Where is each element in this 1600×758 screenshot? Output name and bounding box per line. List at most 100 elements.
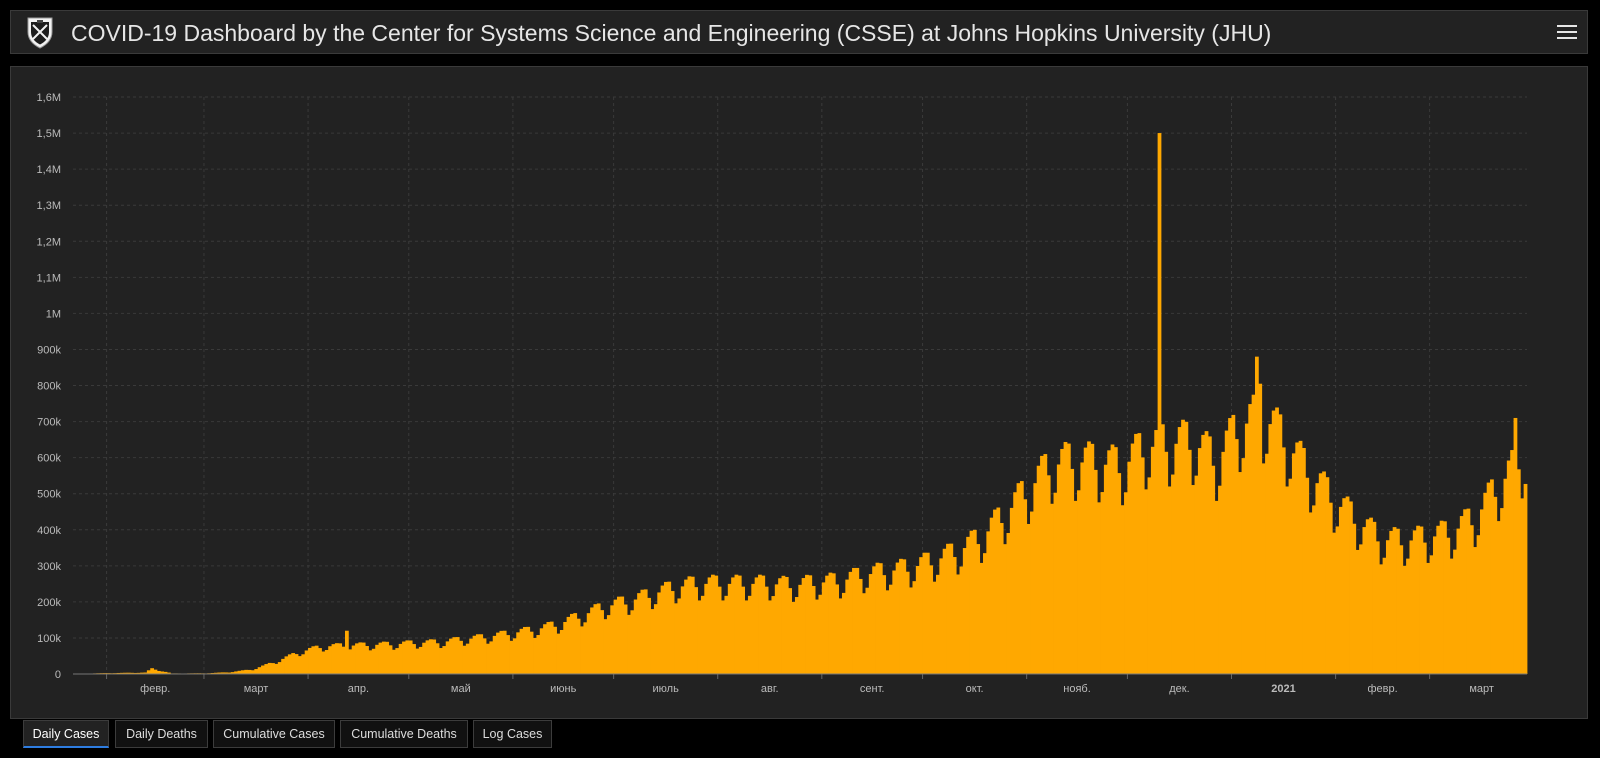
daily-cases-bar	[254, 669, 259, 674]
daily-cases-bar	[1110, 444, 1115, 674]
daily-cases-bar	[643, 589, 648, 674]
daily-cases-bar	[580, 626, 584, 674]
daily-cases-bar	[331, 644, 336, 674]
daily-cases-bar	[1379, 564, 1384, 674]
daily-cases-bar	[627, 614, 631, 674]
daily-cases-bar	[922, 552, 927, 674]
daily-cases-bar	[603, 619, 608, 674]
daily-cases-bar	[1030, 511, 1034, 674]
daily-cases-bar	[1181, 419, 1185, 674]
daily-cases-bar	[1271, 410, 1276, 674]
daily-cases-bar	[714, 575, 719, 674]
daily-cases-bar	[1429, 555, 1434, 674]
daily-cases-bar	[1328, 502, 1333, 674]
daily-cases-bar	[583, 622, 588, 674]
daily-cases-bar	[1291, 453, 1296, 674]
daily-cases-bar	[1325, 477, 1330, 674]
daily-cases-bar	[690, 576, 695, 674]
daily-cases-bar	[674, 603, 678, 674]
x-tick-label: март	[244, 683, 269, 695]
tab-cumulative-cases[interactable]: Cumulative Cases	[213, 720, 335, 748]
daily-cases-bar	[791, 601, 796, 675]
daily-cases-bar	[234, 671, 238, 674]
daily-cases-bar	[680, 586, 685, 674]
daily-cases-bar	[143, 672, 148, 674]
daily-cases-bar	[915, 565, 920, 674]
daily-cases-bar	[727, 583, 732, 674]
daily-cases-bar	[439, 648, 443, 674]
daily-cases-bar	[136, 672, 141, 674]
daily-cases-bar	[1258, 383, 1263, 674]
daily-cases-chart[interactable]: 0 100k 200k 300k 400k 500k 600k 700k 800k 900k 1M 1…	[11, 67, 1587, 718]
daily-cases-bar	[1490, 479, 1494, 674]
daily-cases-bar	[956, 574, 960, 674]
daily-cases-bar	[361, 642, 366, 674]
daily-cases-bar	[1469, 525, 1474, 674]
tab-cumulative-deaths[interactable]: Cumulative Deaths	[340, 720, 468, 748]
daily-cases-bar	[277, 662, 282, 674]
daily-cases-bar	[1436, 525, 1441, 674]
daily-cases-bar	[1070, 468, 1075, 674]
daily-cases-bar	[516, 632, 521, 674]
daily-cases-bar	[939, 558, 944, 674]
daily-cases-bar	[771, 596, 776, 674]
daily-cases-bar	[522, 626, 527, 674]
tab-log-cases[interactable]: Log Cases	[473, 720, 552, 748]
daily-cases-bar	[422, 642, 426, 674]
daily-cases-bar	[704, 583, 709, 674]
daily-cases-bar	[512, 638, 517, 674]
x-tick-label: февр.	[1368, 683, 1398, 695]
daily-cases-bar	[878, 563, 883, 674]
daily-cases-bar	[976, 544, 981, 674]
daily-cases-bar	[1080, 462, 1085, 674]
daily-cases-bar	[563, 622, 568, 674]
daily-cases-bar	[297, 656, 302, 674]
daily-cases-bar	[1019, 481, 1024, 674]
daily-cases-bar	[687, 576, 692, 674]
daily-cases-bar	[838, 598, 843, 674]
daily-cases-bar	[888, 584, 893, 674]
daily-cases-bar	[667, 581, 672, 674]
daily-cases-bar	[304, 650, 309, 674]
daily-cases-bar	[734, 574, 739, 674]
daily-cases-bar	[1077, 490, 1081, 674]
daily-cases-bar	[1103, 464, 1108, 674]
daily-cases-bar	[999, 523, 1004, 674]
daily-cases-bar	[1033, 483, 1038, 674]
daily-cases-bar	[1120, 505, 1125, 674]
daily-cases-bar	[610, 605, 615, 674]
daily-cases-bar	[845, 579, 850, 674]
tab-daily-cases[interactable]: Daily Cases	[23, 720, 109, 748]
daily-cases-bar	[1214, 500, 1219, 674]
x-tick-label: февр.	[140, 683, 170, 695]
daily-cases-bar	[875, 562, 880, 674]
daily-cases-bar	[1134, 433, 1138, 674]
daily-cases-bar	[905, 571, 910, 674]
daily-cases-bar	[653, 604, 658, 674]
daily-cases-bar	[543, 624, 547, 674]
daily-cases-bar	[969, 530, 974, 674]
daily-cases-bar	[274, 663, 279, 674]
daily-cases-bar	[788, 588, 793, 674]
daily-cases-bar	[509, 640, 514, 674]
daily-cases-bar	[1476, 535, 1481, 674]
daily-cases-bar	[267, 662, 272, 674]
tab-daily-deaths[interactable]: Daily Deaths	[115, 720, 208, 748]
hamburger-menu-icon[interactable]	[1557, 22, 1577, 42]
daily-cases-bar	[929, 565, 934, 674]
daily-cases-bar	[949, 543, 954, 674]
daily-cases-bar	[160, 671, 165, 674]
daily-cases-bar	[459, 640, 463, 674]
daily-cases-bar	[287, 654, 292, 674]
daily-cases-bar	[717, 586, 722, 674]
daily-cases-bar	[1177, 427, 1182, 674]
daily-cases-bar	[341, 646, 346, 674]
daily-cases-bar	[989, 517, 994, 674]
daily-cases-bar	[163, 671, 168, 674]
daily-cases-bar	[1510, 450, 1514, 674]
daily-cases-bar	[1463, 509, 1467, 674]
daily-cases-bar	[1318, 473, 1323, 674]
daily-cases-bar	[1150, 446, 1155, 674]
daily-cases-bar	[1144, 489, 1148, 674]
daily-cases-bar	[1100, 492, 1105, 674]
